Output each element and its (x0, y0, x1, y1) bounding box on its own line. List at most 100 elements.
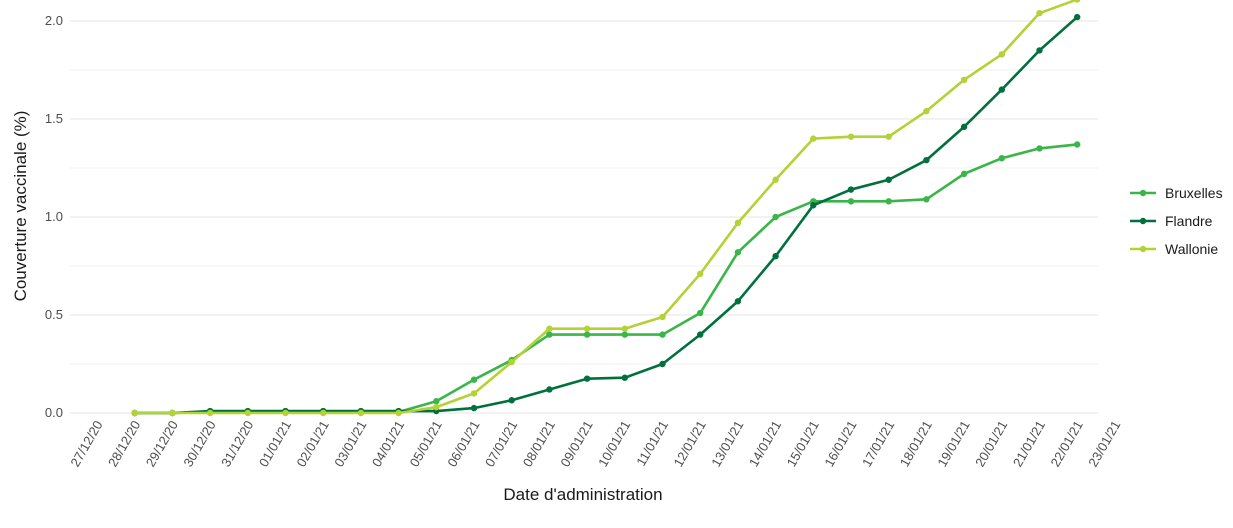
x-tick-label: 13/01/21 (708, 418, 746, 469)
data-point (960, 76, 968, 84)
x-tick-label: 29/12/20 (143, 418, 181, 469)
x-tick-label: 28/12/20 (105, 418, 143, 469)
x-tick-label: 27/12/20 (67, 418, 105, 469)
x-tick-label: 03/01/21 (331, 418, 369, 469)
data-point (923, 156, 930, 164)
data-point (357, 409, 365, 417)
data-point (885, 198, 892, 205)
legend-label: Wallonie (1165, 241, 1218, 257)
data-point (885, 133, 892, 140)
data-point (470, 404, 478, 412)
data-point (1036, 47, 1043, 54)
data-point (470, 376, 478, 383)
data-point (998, 86, 1005, 93)
data-point (206, 409, 214, 417)
series-lines (131, 0, 1081, 417)
grid (70, 20, 1098, 414)
x-tick-label: 05/01/21 (407, 418, 445, 469)
data-point (734, 298, 742, 305)
x-tick-label: 30/12/20 (180, 418, 218, 469)
data-point (960, 123, 968, 131)
series-line (134, 16, 1079, 415)
data-point (621, 331, 628, 338)
legend-item: Flandre (1130, 213, 1213, 229)
series-line (134, 0, 1078, 415)
data-point (546, 386, 553, 393)
x-tick-label: 04/01/21 (369, 418, 407, 469)
x-tick-label: 12/01/21 (671, 418, 709, 469)
data-point (923, 196, 930, 203)
data-point (659, 313, 666, 321)
data-point (885, 176, 892, 183)
y-tick-label: 1.5 (45, 111, 63, 126)
data-point (659, 331, 666, 338)
x-tick-label: 15/01/21 (784, 418, 822, 469)
data-point (697, 309, 704, 317)
data-point (621, 325, 628, 332)
x-tick-label: 01/01/21 (256, 418, 294, 469)
data-point (508, 358, 515, 366)
data-point (734, 219, 742, 227)
x-tick-label: 18/01/21 (897, 418, 935, 469)
legend-marker (1139, 217, 1147, 225)
x-tick-label: 14/01/21 (746, 418, 784, 469)
data-point (621, 374, 628, 381)
data-point (433, 398, 440, 405)
data-point (583, 331, 591, 338)
data-point (433, 403, 440, 411)
data-point (810, 202, 817, 209)
legend: Bruxelles Flandre Wallonie (1130, 185, 1223, 257)
y-tick-label: 0.0 (45, 405, 63, 420)
y-tick-label: 0.5 (45, 307, 63, 322)
data-point (847, 198, 855, 205)
data-point (923, 107, 930, 115)
x-tick-label: 22/01/21 (1048, 418, 1086, 469)
data-point (772, 213, 779, 221)
x-tick-label: 23/01/21 (1085, 418, 1123, 469)
data-point (697, 270, 704, 278)
x-axis-title: Date d'administration (503, 485, 662, 504)
data-point (546, 325, 553, 332)
data-point (282, 409, 289, 417)
x-tick-label: 21/01/21 (1010, 418, 1048, 469)
data-point (847, 133, 855, 140)
series-flandre (131, 13, 1081, 417)
data-point (960, 170, 968, 178)
data-point (1074, 141, 1081, 148)
x-tick-label: 19/01/21 (934, 418, 972, 469)
data-point (659, 360, 666, 368)
data-point (998, 51, 1005, 58)
legend-marker (1139, 245, 1147, 253)
x-tick-label: 11/01/21 (633, 418, 671, 468)
x-tick-label: 20/01/21 (972, 418, 1010, 469)
data-point (583, 375, 591, 382)
data-point (546, 331, 553, 338)
x-tick-label: 09/01/21 (557, 418, 595, 469)
data-point (772, 176, 779, 183)
series-bruxelles (131, 141, 1081, 417)
x-tick-label: 07/01/21 (482, 418, 520, 469)
data-point (772, 253, 779, 260)
legend-item: Bruxelles (1130, 185, 1223, 201)
data-point (470, 390, 478, 397)
data-point (320, 409, 327, 417)
series-wallonie (131, 0, 1081, 417)
data-point (395, 409, 402, 417)
data-point (1036, 9, 1043, 17)
data-point (244, 409, 251, 417)
legend-label: Bruxelles (1165, 185, 1223, 201)
data-point (810, 135, 817, 142)
data-point (583, 325, 591, 332)
legend-marker (1139, 189, 1147, 197)
data-point (508, 397, 515, 404)
y-tick-label: 1.0 (45, 209, 63, 224)
series-line (134, 143, 1078, 415)
legend-label: Flandre (1165, 213, 1213, 229)
data-point (998, 155, 1005, 162)
data-point (1074, 13, 1081, 21)
x-tick-label: 17/01/21 (859, 418, 897, 469)
x-tick-label: 02/01/21 (294, 418, 332, 469)
x-tick-label: 31/12/20 (218, 418, 256, 469)
x-tick-label: 08/01/21 (520, 418, 558, 469)
